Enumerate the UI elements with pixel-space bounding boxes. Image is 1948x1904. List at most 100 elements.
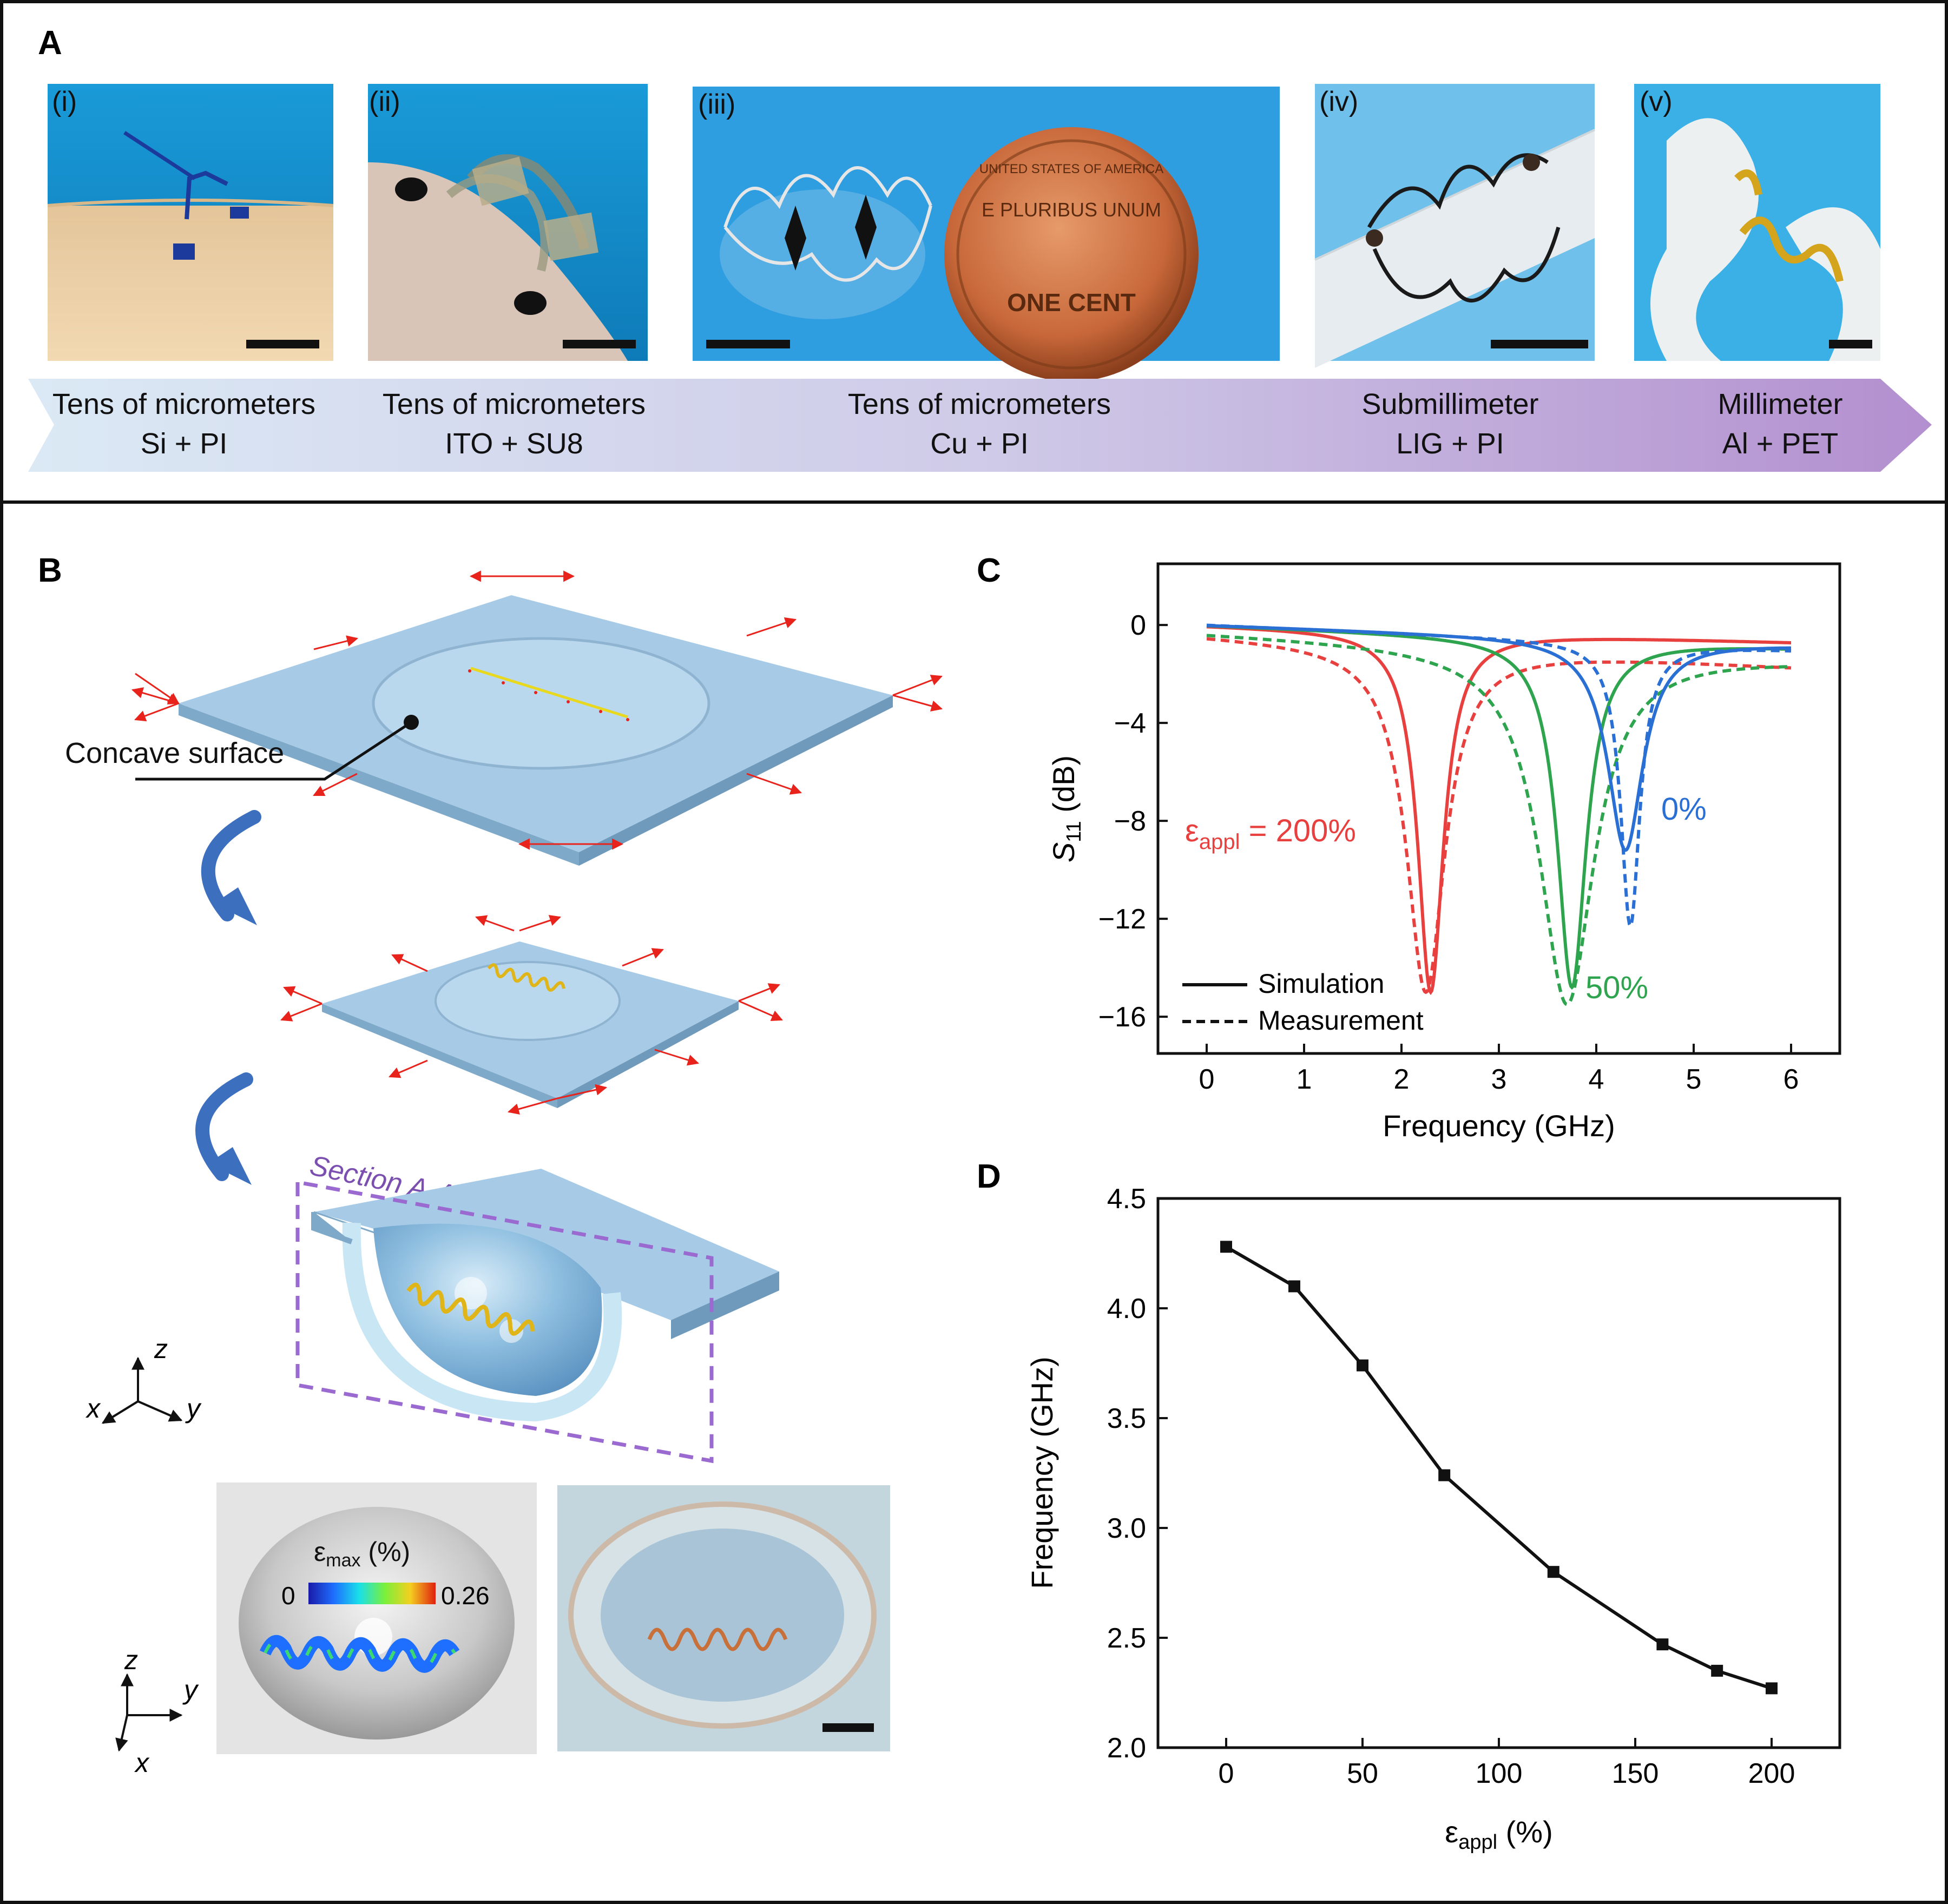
chart-c-plot: 0 1 2 3 4 5 6 0 −4 −8 −12 −16 (1098, 610, 1799, 1095)
chart-c-ylabel: S11 (dB) (1047, 755, 1085, 862)
chart-c-ylabel-unit: (dB) (1047, 755, 1081, 821)
concave-surface-label: Concave surface (65, 737, 284, 769)
caption-scale-i: Tens of micrometers (52, 388, 315, 420)
legend-simulation-label: Simulation (1258, 969, 1384, 999)
legend-measurement-label: Measurement (1258, 1005, 1424, 1036)
chart-c-ytick-label: −8 (1114, 806, 1146, 837)
chart-c-xtick-label: 5 (1686, 1064, 1702, 1095)
caption-scale-v: Millimeter (1717, 388, 1842, 420)
process-arrow-1 (201, 810, 261, 921)
colorbar-title-symbol: ε (314, 1537, 326, 1567)
caption-materials-iii: Cu + PI (930, 427, 1029, 460)
series-line-200pct-measurement (1206, 637, 1792, 994)
photo-label-v: (v) (1640, 86, 1673, 117)
axes-triad-top (101, 1356, 183, 1424)
coin-motto: E PLURIBUS UNUM (982, 199, 1161, 221)
annotation-200-sub: appl (1199, 830, 1240, 854)
caption-materials-i: Si + PI (141, 427, 228, 460)
scale-arrow (28, 379, 1932, 472)
chart-c-ytick-label: −12 (1098, 904, 1146, 935)
chart-c-xtick-label: 2 (1394, 1064, 1410, 1095)
panel-b: B (38, 552, 943, 1778)
photo-iv: (iv) (1314, 84, 1595, 368)
chart-d-point (1438, 1469, 1451, 1481)
chart-c-legend: Simulation Measurement (1182, 969, 1424, 1036)
colorbar-max: 0.26 (441, 1582, 490, 1610)
scale-bar-ii (563, 340, 636, 348)
chart-d-xtick-label: 100 (1476, 1758, 1523, 1789)
caption-materials-iv: LIG + PI (1396, 427, 1504, 460)
series-line-0pct-simulation (1206, 624, 1791, 852)
chart-d-ytick-label: 4.0 (1107, 1293, 1146, 1325)
panel-label-c: C (977, 552, 1001, 589)
coin-top-text: UNITED STATES OF AMERICA (979, 162, 1163, 176)
chart-d-xtick-label: 0 (1219, 1758, 1234, 1789)
panel-d: D 0 50 100 150 200 2.0 2.5 3.0 3.5 4.0 4.5 εappl (… (977, 1158, 1841, 1854)
chart-c-ytick-label: −16 (1098, 1002, 1146, 1033)
caption-materials-ii: ITO + SU8 (445, 427, 583, 460)
chart-d-ytick-label: 2.5 (1107, 1623, 1146, 1654)
substrate-large: Concave surface (65, 570, 943, 866)
scale-bar-v (1829, 340, 1872, 348)
caption-materials-v: Al + PET (1722, 427, 1839, 460)
chart-d-frame (1156, 1197, 1841, 1749)
annotation-0: 0% (1661, 792, 1707, 827)
axis-z-bottom: z (124, 1645, 138, 1675)
annotation-200-rest: = 200% (1240, 813, 1355, 848)
photo-label-iv: (iv) (1319, 86, 1358, 117)
chart-d-plot: 0 50 100 150 200 2.0 2.5 3.0 3.5 4.0 4.5 (1107, 1183, 1795, 1789)
scale-captions: Tens of micrometers Si + PI Tens of micr… (52, 388, 1843, 460)
panel-label-b: B (38, 552, 62, 589)
photo-label-i: (i) (52, 86, 77, 117)
chart-c-xtick-label: 3 (1491, 1064, 1507, 1095)
chart-c-xlabel: Frequency (GHz) (1383, 1109, 1615, 1143)
panel-c: C 0 1 2 3 4 5 6 0 −4 −8 −12 −16 Frequency (GHz) S11… (977, 552, 1841, 1143)
scale-bar-iii (706, 340, 790, 348)
chart-d-point (1766, 1682, 1778, 1695)
chart-d-ytick-label: 3.0 (1107, 1513, 1146, 1544)
chart-c-xtick-label: 4 (1589, 1064, 1604, 1095)
photo-i: (i) (47, 84, 334, 361)
chart-c-ylabel-sub: 11 (1063, 821, 1085, 842)
axis-z-top: z (154, 1334, 168, 1364)
axes-triad-bottom (115, 1673, 183, 1752)
colorbar-title-sub: max (326, 1550, 360, 1571)
scale-bar-device (822, 1723, 874, 1732)
panel-a: A (i) (ii) (28, 24, 1932, 472)
colorbar-min: 0 (281, 1582, 295, 1610)
chart-c-xtick-label: 1 (1297, 1064, 1312, 1095)
chart-c-ytick-label: −4 (1114, 708, 1146, 739)
axis-y-top: y (185, 1393, 202, 1424)
caption-scale-iii: Tens of micrometers (848, 388, 1111, 420)
photo-label-iii: (iii) (698, 89, 735, 120)
chart-c-ytick-label: 0 (1130, 610, 1146, 641)
chart-d-ytick-label: 4.5 (1107, 1183, 1146, 1215)
annotation-200: εappl = 200% (1185, 813, 1356, 854)
axis-x-top: x (85, 1393, 101, 1424)
chart-d-xtick-label: 50 (1347, 1758, 1378, 1789)
substrate-medium (280, 915, 783, 1115)
chart-d-point (1220, 1241, 1232, 1253)
chart-d-ytick-label: 2.0 (1107, 1732, 1146, 1764)
series-line-50pct-measurement (1206, 634, 1792, 1006)
annotation-50: 50% (1585, 970, 1648, 1005)
chart-d-xlabel-unit: (%) (1497, 1815, 1553, 1849)
panel-label-a: A (38, 24, 62, 62)
annotation-200-symbol: ε (1185, 813, 1199, 848)
chart-d-series-line (1225, 1245, 1772, 1690)
scale-bar-i (246, 340, 319, 348)
simulation-image: εmax (%) 0 0.26 (216, 1483, 537, 1754)
panel-label-d: D (977, 1158, 1001, 1195)
chart-d-xlabel-main: ε (1445, 1815, 1458, 1849)
chart-d-point (1711, 1664, 1723, 1677)
chart-c-ylabel-main: S (1047, 842, 1081, 862)
process-arrow-2 (195, 1072, 253, 1181)
chart-d-xtick-label: 150 (1612, 1758, 1659, 1789)
axis-x-bottom: x (134, 1748, 150, 1778)
chart-d-point (1357, 1359, 1368, 1372)
chart-d-xtick-label: 200 (1748, 1758, 1795, 1789)
axis-y-bottom: y (182, 1675, 199, 1705)
chart-d-xlabel: εappl (%) (1445, 1815, 1552, 1854)
